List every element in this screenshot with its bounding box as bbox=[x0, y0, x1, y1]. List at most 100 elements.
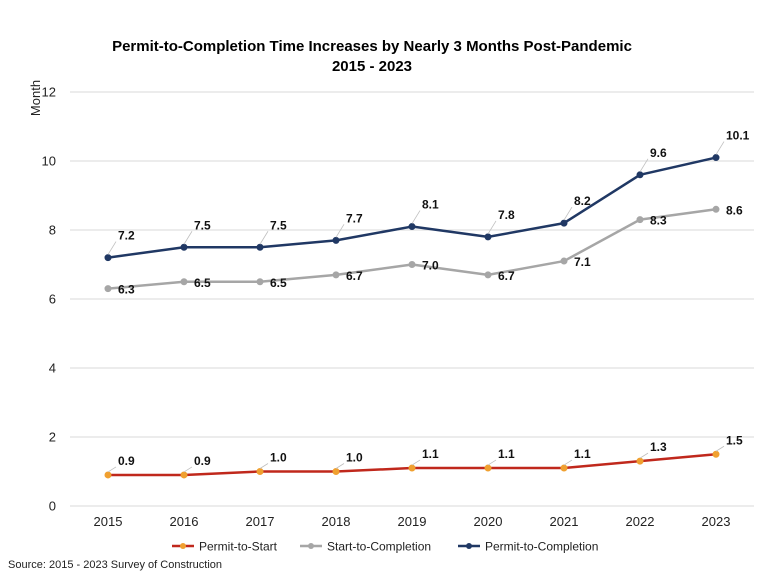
data-label: 1.3 bbox=[650, 440, 667, 454]
label-leader bbox=[183, 466, 193, 473]
data-label: 7.0 bbox=[422, 259, 439, 273]
data-label: 7.5 bbox=[194, 218, 211, 232]
data-point bbox=[332, 271, 340, 279]
data-point bbox=[104, 471, 112, 479]
data-label: 6.3 bbox=[118, 283, 135, 297]
data-label: 10.1 bbox=[726, 129, 750, 143]
data-point bbox=[712, 154, 720, 162]
x-tick-label: 2019 bbox=[398, 514, 427, 529]
label-leader bbox=[487, 220, 497, 235]
chart-title-line-2: 2015 - 2023 bbox=[332, 58, 412, 75]
data-point bbox=[636, 216, 644, 224]
legend-marker bbox=[466, 543, 472, 549]
data-point bbox=[484, 233, 492, 241]
data-point bbox=[636, 171, 644, 179]
legend-label: Permit-to-Start bbox=[199, 540, 278, 554]
x-tick-label: 2016 bbox=[170, 514, 199, 529]
label-leader bbox=[107, 241, 117, 255]
y-tick-label: 10 bbox=[42, 154, 56, 169]
data-label: 6.7 bbox=[498, 269, 515, 283]
data-label: 7.8 bbox=[498, 208, 515, 222]
series-line bbox=[107, 156, 717, 259]
label-leader bbox=[335, 463, 345, 469]
label-leader bbox=[259, 463, 269, 469]
data-label: 7.5 bbox=[270, 218, 287, 232]
label-leader bbox=[563, 459, 573, 466]
y-axis-label: Month bbox=[28, 80, 43, 116]
y-tick-label: 12 bbox=[42, 85, 56, 100]
data-point bbox=[256, 278, 264, 286]
data-point bbox=[560, 257, 568, 265]
x-tick-label: 2020 bbox=[474, 514, 503, 529]
data-label: 7.1 bbox=[574, 255, 591, 269]
data-point bbox=[712, 450, 720, 458]
data-point bbox=[408, 464, 416, 472]
data-label: 8.6 bbox=[726, 203, 743, 217]
x-tick-label: 2017 bbox=[246, 514, 275, 529]
data-label: 8.3 bbox=[650, 214, 667, 228]
data-point bbox=[712, 205, 720, 213]
data-point bbox=[180, 278, 188, 286]
data-label: 6.7 bbox=[346, 269, 363, 283]
y-tick-label: 2 bbox=[49, 430, 56, 445]
source-note: Source: 2015 - 2023 Survey of Constructi… bbox=[8, 559, 222, 571]
label-leader bbox=[411, 459, 421, 466]
x-tick-label: 2021 bbox=[550, 514, 579, 529]
data-point bbox=[484, 271, 492, 279]
data-point bbox=[180, 471, 188, 479]
label-leader bbox=[183, 231, 193, 245]
data-label: 9.6 bbox=[650, 146, 667, 160]
data-point bbox=[256, 468, 264, 475]
series-permit-to-start bbox=[104, 450, 720, 479]
data-point bbox=[256, 243, 264, 251]
x-tick-label: 2015 bbox=[94, 514, 123, 529]
data-point bbox=[332, 468, 340, 475]
legend-item: Permit-to-Completion bbox=[458, 540, 598, 554]
data-point bbox=[104, 285, 112, 293]
data-label: 1.0 bbox=[270, 451, 287, 465]
data-point bbox=[560, 464, 568, 472]
label-leader bbox=[715, 141, 725, 155]
data-point bbox=[104, 254, 112, 262]
y-tick-labels: 0 2 4 6 8 10 12 bbox=[42, 85, 56, 514]
data-label: 1.1 bbox=[498, 447, 515, 461]
label-leader bbox=[411, 210, 421, 224]
data-point bbox=[636, 457, 644, 465]
data-label: 0.9 bbox=[118, 454, 135, 468]
data-label: 1.1 bbox=[422, 447, 439, 461]
x-tick-label: 2023 bbox=[702, 514, 731, 529]
label-leader bbox=[107, 466, 117, 473]
y-tick-label: 0 bbox=[49, 499, 56, 514]
legend-label: Permit-to-Completion bbox=[485, 540, 598, 554]
label-leader bbox=[335, 224, 345, 238]
data-label: 8.1 bbox=[422, 198, 439, 212]
data-label: 1.5 bbox=[726, 433, 743, 447]
x-tick-labels: 2015 2016 2017 2018 2019 2020 2021 2022 2023 bbox=[94, 514, 731, 529]
data-label: 7.7 bbox=[346, 211, 363, 225]
data-point bbox=[180, 243, 188, 251]
y-tick-label: 6 bbox=[49, 292, 56, 307]
label-leader bbox=[639, 452, 649, 459]
data-point bbox=[408, 223, 416, 231]
data-label: 0.9 bbox=[194, 454, 211, 468]
series-lines bbox=[104, 154, 720, 479]
data-point bbox=[484, 464, 492, 472]
data-label: 1.0 bbox=[346, 451, 363, 465]
series-start-to-completion bbox=[104, 205, 720, 293]
x-tick-label: 2018 bbox=[322, 514, 351, 529]
data-point bbox=[408, 261, 416, 268]
data-label: 7.2 bbox=[118, 229, 135, 243]
label-leader bbox=[639, 158, 649, 173]
chart-title-line-1: Permit-to-Completion Time Increases by N… bbox=[112, 38, 632, 55]
y-tick-label: 8 bbox=[49, 223, 56, 238]
y-tick-label: 4 bbox=[49, 361, 56, 376]
legend: Permit-to-Start Start-to-Completion Permit… bbox=[172, 540, 598, 554]
legend-item: Permit-to-Start bbox=[172, 540, 278, 554]
label-leader bbox=[487, 459, 497, 466]
label-leader bbox=[563, 206, 573, 221]
legend-marker bbox=[180, 543, 186, 549]
data-label: 1.1 bbox=[574, 447, 591, 461]
label-leader bbox=[259, 231, 269, 245]
